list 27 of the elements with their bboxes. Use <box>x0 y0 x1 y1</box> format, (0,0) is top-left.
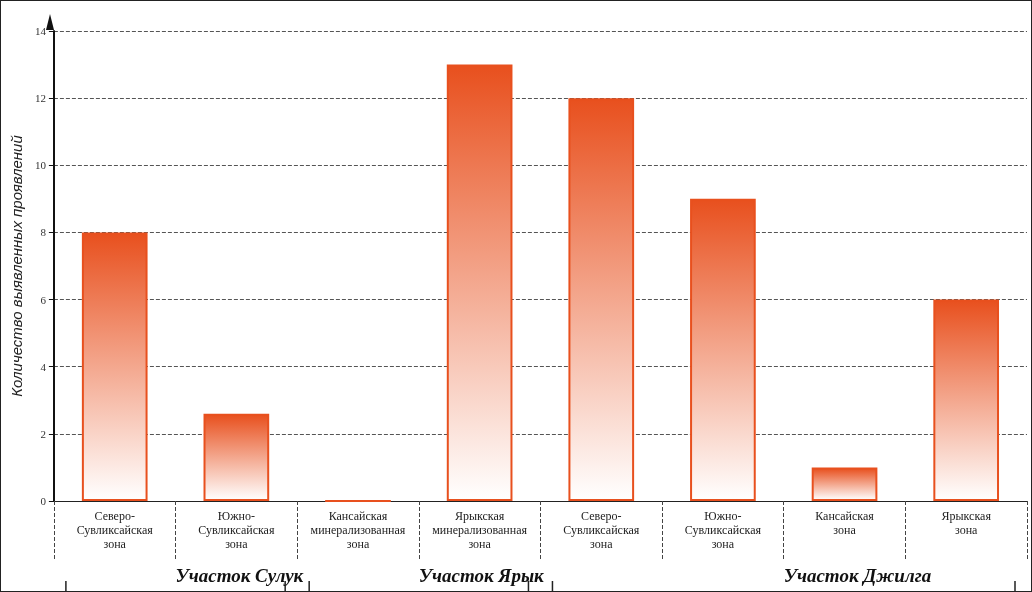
bar <box>81 232 148 501</box>
y-axis-title: Количество выявленных проявлений <box>8 134 25 397</box>
x-tick-label: Кансайская зона <box>815 509 875 537</box>
bar <box>446 64 513 501</box>
text: Участок Сулук <box>175 565 305 586</box>
bar <box>690 198 756 501</box>
y-tick-label: 2 <box>40 427 46 440</box>
bar <box>811 467 878 501</box>
x-tick-label: Ярыкская минерализованная зона <box>432 509 528 551</box>
x-tick-label: Кансайская минерализованная зона <box>310 509 406 551</box>
y-tick-label: 0 <box>40 495 47 507</box>
x-tick-label: Северо-Сувликсайская зона <box>563 509 640 551</box>
y-tick-label: 14 <box>34 25 47 37</box>
bar <box>933 299 1000 501</box>
x-tick-label: Северо-Сувликсайская зона <box>76 509 154 551</box>
x-tick-label: Южно-Сувликсайская зона <box>684 509 762 551</box>
y-tick-label: 8 <box>40 226 47 239</box>
x-tick-label: Южно-Сувликсайская зона <box>198 509 275 551</box>
bar <box>568 98 635 501</box>
y-tick-label: 12 <box>34 92 46 105</box>
y-tick-label: 4 <box>40 360 47 373</box>
text: Участок Джилга <box>783 565 932 586</box>
bar <box>203 413 270 501</box>
text: Участок Ярык <box>418 565 546 586</box>
x-tick-label: Ярыкская зона <box>941 509 992 537</box>
y-tick-label: 10 <box>34 159 47 172</box>
y-tick-label: 6 <box>40 293 47 306</box>
